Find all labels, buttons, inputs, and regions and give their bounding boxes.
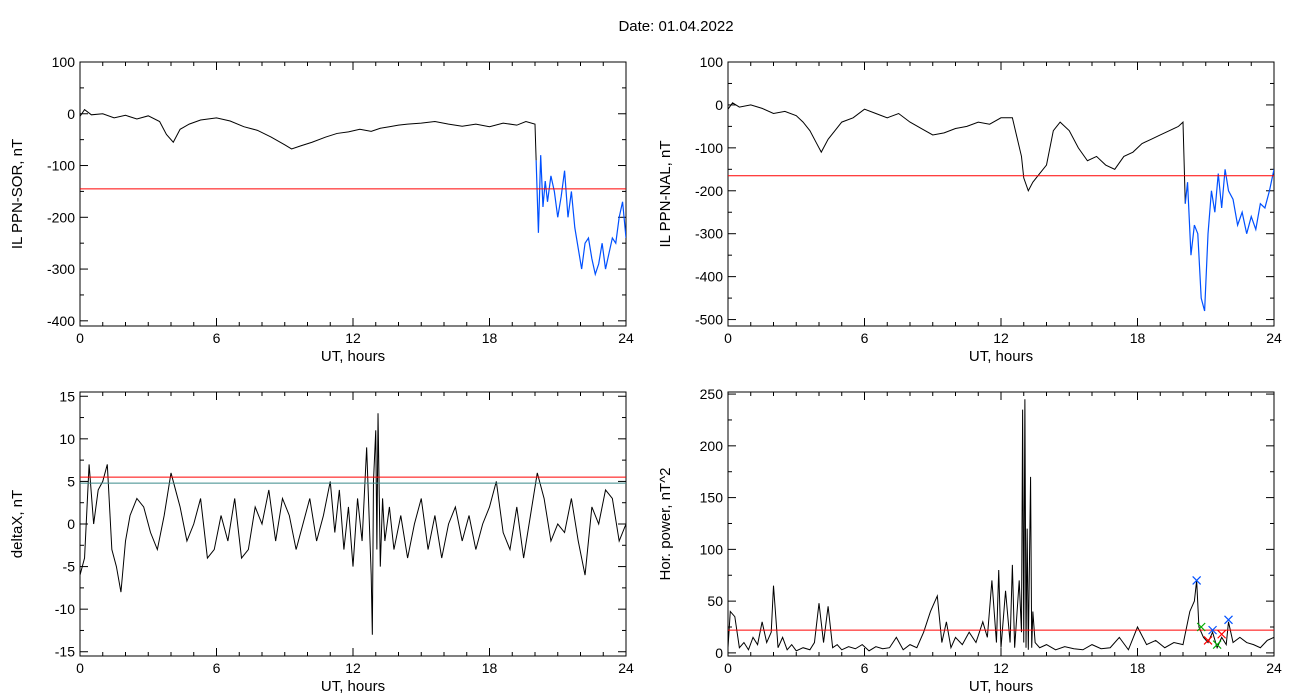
- y-tick-label: -500: [695, 312, 723, 328]
- x-axis-label: UT, hours: [321, 678, 385, 695]
- x-tick-label: 12: [993, 660, 1009, 676]
- x-tick-label: 6: [213, 330, 221, 346]
- y-tick-label: 0: [67, 106, 75, 122]
- marker-x-red: [1203, 636, 1213, 645]
- y-tick-label: -100: [47, 158, 75, 174]
- marker-x-green: [1196, 622, 1206, 632]
- y-tick-label: -10: [55, 601, 75, 617]
- x-tick-label: 6: [861, 330, 869, 346]
- x-tick-label: 18: [1130, 660, 1146, 676]
- panel-hor-power: 0 6 12 18 24 250 200 150 100 50 0 UT, hours Hor. pow…: [657, 386, 1282, 695]
- x-axis-label: UT, hours: [969, 678, 1033, 695]
- x-tick-label: 18: [1130, 330, 1146, 346]
- y-tick-label: 15: [59, 388, 75, 404]
- y-axis-label: IL PPN-SOR, nT: [9, 139, 26, 249]
- x-tick-label: 18: [482, 660, 498, 676]
- x-tick-label: 12: [345, 330, 361, 346]
- y-tick-label: 0: [67, 516, 75, 532]
- x-tick-label: 18: [482, 330, 498, 346]
- x-axis-label: UT, hours: [969, 348, 1033, 365]
- y-tick-label: -200: [695, 183, 723, 199]
- panel-il-ppn-sor: 0 6 12 18 24 100 0 -100 -200 -300 -400 UT, hours IL …: [9, 54, 634, 365]
- plot-frame: [727, 61, 1275, 327]
- y-tick-label: 0: [715, 645, 723, 661]
- y-tick-label: 150: [700, 490, 724, 506]
- y-tick-label: -200: [47, 209, 75, 225]
- x-tick-label: 0: [724, 330, 732, 346]
- y-tick-label: -5: [63, 559, 76, 575]
- plot-frame: [727, 391, 1275, 657]
- y-tick-label: -400: [47, 313, 75, 329]
- y-tick-label: 100: [52, 54, 76, 70]
- marker-x-blue: [1192, 575, 1202, 585]
- panel-il-ppn-nal: 0 6 12 18 24 100 0 -100 -200 -300 -400 -500 UT, hour…: [657, 54, 1282, 365]
- y-tick-label: 5: [67, 473, 75, 489]
- data-series-line: [80, 413, 626, 635]
- date-label: Date: 01.04.2022: [618, 18, 734, 35]
- marker-x-blue: [1224, 615, 1233, 625]
- x-tick-label: 0: [76, 660, 84, 676]
- y-axis-label: deltaX, nT: [9, 490, 26, 558]
- marker-x-red: [1217, 629, 1227, 639]
- y-axis-label: Hor. power, nT^2: [657, 468, 674, 581]
- x-tick-label: 6: [213, 660, 221, 676]
- x-tick-label: 12: [993, 330, 1009, 346]
- y-tick-label: -400: [695, 269, 723, 285]
- x-axis-label: UT, hours: [321, 348, 385, 365]
- data-series-line: [80, 108, 537, 161]
- y-tick-label: -300: [47, 261, 75, 277]
- x-tick-label: 24: [618, 330, 634, 346]
- x-tick-label: 0: [76, 330, 84, 346]
- panel-deltax: 0 6 12 18 24 15 10 5 0 -5 -10 -15 UT, hours deltaX, n…: [9, 388, 634, 695]
- y-tick-label: 250: [700, 386, 724, 402]
- y-tick-label: 50: [707, 593, 723, 609]
- y-tick-label: 200: [700, 438, 724, 454]
- data-series-line: [728, 399, 1274, 652]
- y-tick-label: -100: [695, 140, 723, 156]
- data-series-highlight: [535, 155, 626, 277]
- y-axis-label: IL PPN-NAL, nT: [657, 141, 674, 248]
- y-tick-label: -300: [695, 226, 723, 242]
- plot-frame: [79, 391, 627, 657]
- marker-x-blue: [1208, 625, 1217, 635]
- x-tick-label: 24: [618, 660, 634, 676]
- x-tick-label: 0: [724, 660, 732, 676]
- data-series-line: [728, 102, 1186, 204]
- y-tick-label: -15: [55, 644, 75, 660]
- y-tick-label: 100: [700, 54, 724, 70]
- x-tick-label: 24: [1266, 330, 1282, 346]
- x-tick-label: 6: [861, 660, 869, 676]
- marker-x-green: [1212, 640, 1222, 650]
- y-tick-label: 10: [59, 431, 75, 447]
- data-series-highlight: [1184, 169, 1274, 312]
- x-tick-label: 12: [345, 660, 361, 676]
- y-tick-label: 100: [700, 541, 724, 557]
- x-tick-label: 24: [1266, 660, 1282, 676]
- y-tick-label: 0: [715, 97, 723, 113]
